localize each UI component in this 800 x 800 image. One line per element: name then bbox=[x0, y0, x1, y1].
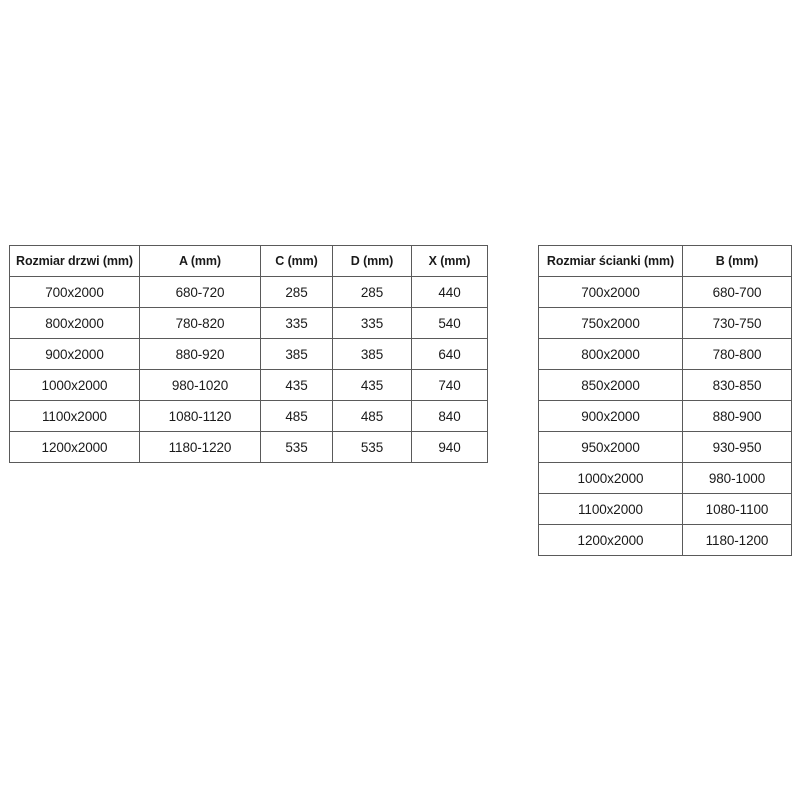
cell-door-size: 800x2000 bbox=[9, 307, 140, 339]
cell-wall-size: 700x2000 bbox=[538, 276, 683, 308]
cell-d: 335 bbox=[332, 307, 412, 339]
cell-x: 540 bbox=[411, 307, 488, 339]
cell-b: 980-1000 bbox=[682, 462, 792, 494]
cell-c: 385 bbox=[260, 338, 333, 370]
table-row: 950x2000 930-950 bbox=[538, 431, 792, 463]
cell-c: 335 bbox=[260, 307, 333, 339]
cell-wall-size: 850x2000 bbox=[538, 369, 683, 401]
wall-panel-dimensions-table: Rozmiar ścianki (mm) B (mm) 700x2000 680… bbox=[538, 245, 792, 556]
table-row: 800x2000 780-800 bbox=[538, 338, 792, 370]
cell-c: 485 bbox=[260, 400, 333, 432]
column-header-b: B (mm) bbox=[682, 245, 792, 277]
table-row: 700x2000 680-700 bbox=[538, 276, 792, 308]
column-header-c: C (mm) bbox=[260, 245, 333, 277]
cell-a: 680-720 bbox=[139, 276, 261, 308]
cell-c: 535 bbox=[260, 431, 333, 463]
cell-d: 435 bbox=[332, 369, 412, 401]
cell-c: 285 bbox=[260, 276, 333, 308]
table-row: 750x2000 730-750 bbox=[538, 307, 792, 339]
cell-d: 285 bbox=[332, 276, 412, 308]
cell-d: 385 bbox=[332, 338, 412, 370]
cell-b: 930-950 bbox=[682, 431, 792, 463]
cell-door-size: 900x2000 bbox=[9, 338, 140, 370]
cell-wall-size: 750x2000 bbox=[538, 307, 683, 339]
table-row: 900x2000 880-900 bbox=[538, 400, 792, 432]
table-row: 1100x2000 1080-1100 bbox=[538, 493, 792, 525]
table-row: 1200x2000 1180-1200 bbox=[538, 524, 792, 556]
cell-a: 980-1020 bbox=[139, 369, 261, 401]
cell-b: 780-800 bbox=[682, 338, 792, 370]
cell-c: 435 bbox=[260, 369, 333, 401]
cell-x: 640 bbox=[411, 338, 488, 370]
column-header-a: A (mm) bbox=[139, 245, 261, 277]
cell-x: 740 bbox=[411, 369, 488, 401]
cell-d: 485 bbox=[332, 400, 412, 432]
table-row: 700x2000 680-720 285 285 440 bbox=[9, 276, 488, 308]
cell-b: 1080-1100 bbox=[682, 493, 792, 525]
cell-x: 440 bbox=[411, 276, 488, 308]
cell-d: 535 bbox=[332, 431, 412, 463]
cell-a: 1080-1120 bbox=[139, 400, 261, 432]
column-header-wall-size: Rozmiar ścianki (mm) bbox=[538, 245, 683, 277]
cell-b: 730-750 bbox=[682, 307, 792, 339]
cell-b: 830-850 bbox=[682, 369, 792, 401]
column-header-d: D (mm) bbox=[332, 245, 412, 277]
cell-wall-size: 1100x2000 bbox=[538, 493, 683, 525]
table-row: 850x2000 830-850 bbox=[538, 369, 792, 401]
cell-door-size: 1100x2000 bbox=[9, 400, 140, 432]
cell-wall-size: 1000x2000 bbox=[538, 462, 683, 494]
table-row: 1000x2000 980-1000 bbox=[538, 462, 792, 494]
doors-dimensions-table: Rozmiar drzwi (mm) A (mm) C (mm) D (mm) … bbox=[9, 245, 488, 463]
column-header-x: X (mm) bbox=[411, 245, 488, 277]
table-header-row: Rozmiar drzwi (mm) A (mm) C (mm) D (mm) … bbox=[9, 245, 488, 277]
column-header-door-size: Rozmiar drzwi (mm) bbox=[9, 245, 140, 277]
cell-b: 1180-1200 bbox=[682, 524, 792, 556]
cell-door-size: 700x2000 bbox=[9, 276, 140, 308]
table-row: 800x2000 780-820 335 335 540 bbox=[9, 307, 488, 339]
cell-a: 1180-1220 bbox=[139, 431, 261, 463]
cell-wall-size: 950x2000 bbox=[538, 431, 683, 463]
cell-x: 840 bbox=[411, 400, 488, 432]
cell-door-size: 1200x2000 bbox=[9, 431, 140, 463]
cell-a: 780-820 bbox=[139, 307, 261, 339]
cell-b: 680-700 bbox=[682, 276, 792, 308]
cell-b: 880-900 bbox=[682, 400, 792, 432]
table-row: 1000x2000 980-1020 435 435 740 bbox=[9, 369, 488, 401]
cell-wall-size: 1200x2000 bbox=[538, 524, 683, 556]
cell-door-size: 1000x2000 bbox=[9, 369, 140, 401]
table-row: 900x2000 880-920 385 385 640 bbox=[9, 338, 488, 370]
cell-x: 940 bbox=[411, 431, 488, 463]
table-header-row: Rozmiar ścianki (mm) B (mm) bbox=[538, 245, 792, 277]
cell-wall-size: 800x2000 bbox=[538, 338, 683, 370]
cell-a: 880-920 bbox=[139, 338, 261, 370]
cell-wall-size: 900x2000 bbox=[538, 400, 683, 432]
table-row: 1100x2000 1080-1120 485 485 840 bbox=[9, 400, 488, 432]
table-row: 1200x2000 1180-1220 535 535 940 bbox=[9, 431, 488, 463]
